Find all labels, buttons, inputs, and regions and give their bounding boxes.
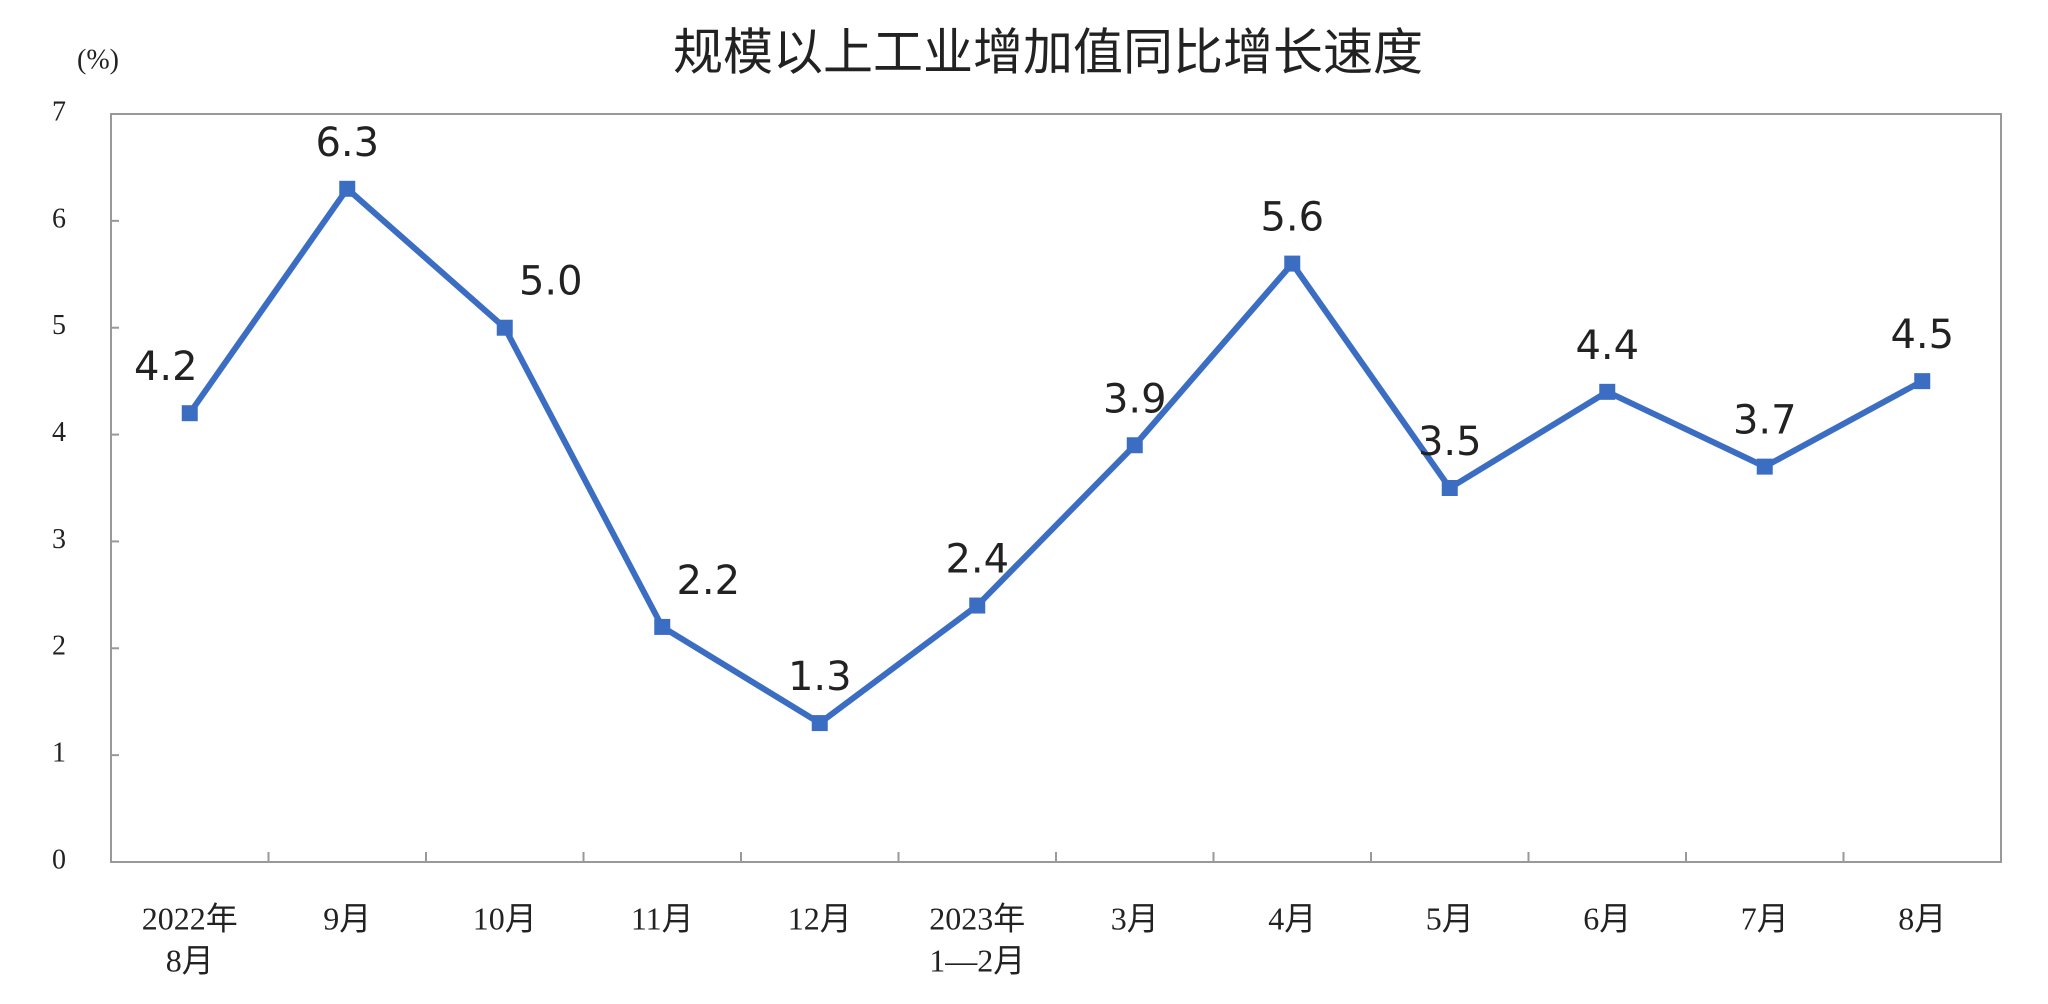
data-label: 3.9: [1103, 376, 1167, 422]
marker: [1914, 373, 1931, 390]
y-tick-label: 3: [52, 524, 66, 555]
line: [187, 185, 1924, 727]
y-tick-label: 6: [52, 203, 66, 234]
chart-title: 规模以上工业增加值同比增长速度: [673, 24, 1423, 82]
x-tick-label: 10月: [473, 900, 537, 936]
marker: [339, 180, 356, 197]
marker: [654, 618, 671, 635]
x-tick-label: 2022年: [142, 900, 238, 936]
x-tick-label: 8月: [1898, 900, 1946, 936]
y-tick-label: 2: [52, 631, 66, 662]
x-tick-label: 9月: [323, 900, 371, 936]
marker: [1284, 255, 1301, 272]
data-label: 2.4: [945, 537, 1009, 583]
marker: [496, 319, 513, 336]
data-label: 4.5: [1890, 312, 1954, 358]
data-label: 4.4: [1575, 323, 1639, 369]
marker: [181, 405, 198, 422]
marker: [1599, 383, 1616, 400]
marker: [1756, 458, 1773, 475]
x-tick-label: 11月: [631, 900, 694, 936]
x-tick-label: 6月: [1583, 900, 1631, 936]
y-tick-label: 1: [52, 738, 66, 769]
data-label: 4.2: [134, 344, 198, 390]
data-label: 1.3: [788, 654, 852, 700]
plot-frame: [110, 113, 2002, 863]
marker: [969, 597, 986, 614]
y-tick-label: 0: [52, 844, 66, 875]
x-tick-label: 12月: [788, 900, 852, 936]
marker: [1126, 437, 1143, 454]
x-tick-label: 2023年: [929, 900, 1025, 936]
x-tick-label: 3月: [1111, 900, 1159, 936]
y-tick-label: 7: [52, 96, 66, 127]
data-label: 3.5: [1418, 419, 1482, 465]
data-label: 2.2: [676, 558, 740, 604]
x-tick-label: 1—2月: [929, 942, 1025, 978]
data-label: 5.6: [1260, 195, 1324, 241]
y-unit: (%): [77, 44, 119, 75]
x-tick-label: 4月: [1268, 900, 1316, 936]
data-label: 3.7: [1733, 398, 1797, 444]
data-label: 5.0: [519, 259, 583, 305]
marker: [1441, 480, 1458, 496]
y-tick-label: 5: [52, 310, 66, 341]
marker: [811, 715, 828, 732]
x-tick-label: 8月: [166, 942, 214, 978]
x-tick-label: 5月: [1426, 900, 1474, 936]
data-label: 6.3: [315, 120, 379, 166]
y-tick-label: 4: [52, 417, 66, 448]
x-tick-label: 7月: [1741, 900, 1789, 936]
